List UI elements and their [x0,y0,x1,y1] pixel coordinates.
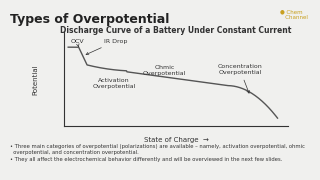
Text: State of Charge  →: State of Charge → [144,137,208,143]
Text: • Three main categories of overpotential (polarizations) are available – namely,: • Three main categories of overpotential… [10,144,305,155]
Text: • They all affect the electrochemical behavior differently and will be overviewe: • They all affect the electrochemical be… [10,158,282,163]
Text: Types of Overpotential: Types of Overpotential [10,13,169,26]
Text: Concentration
Overpotential: Concentration Overpotential [218,64,262,93]
Text: Ohmic
Overpotential: Ohmic Overpotential [143,65,186,76]
Text: Activation
Overpotential: Activation Overpotential [92,78,136,89]
Text: Potential: Potential [32,64,38,94]
Text: IR Drop: IR Drop [86,39,127,55]
Text: OCV: OCV [70,39,84,47]
Text: ● Chem
   Channel: ● Chem Channel [280,9,308,20]
Text: Discharge Curve of a Battery Under Constant Current: Discharge Curve of a Battery Under Const… [60,26,292,35]
